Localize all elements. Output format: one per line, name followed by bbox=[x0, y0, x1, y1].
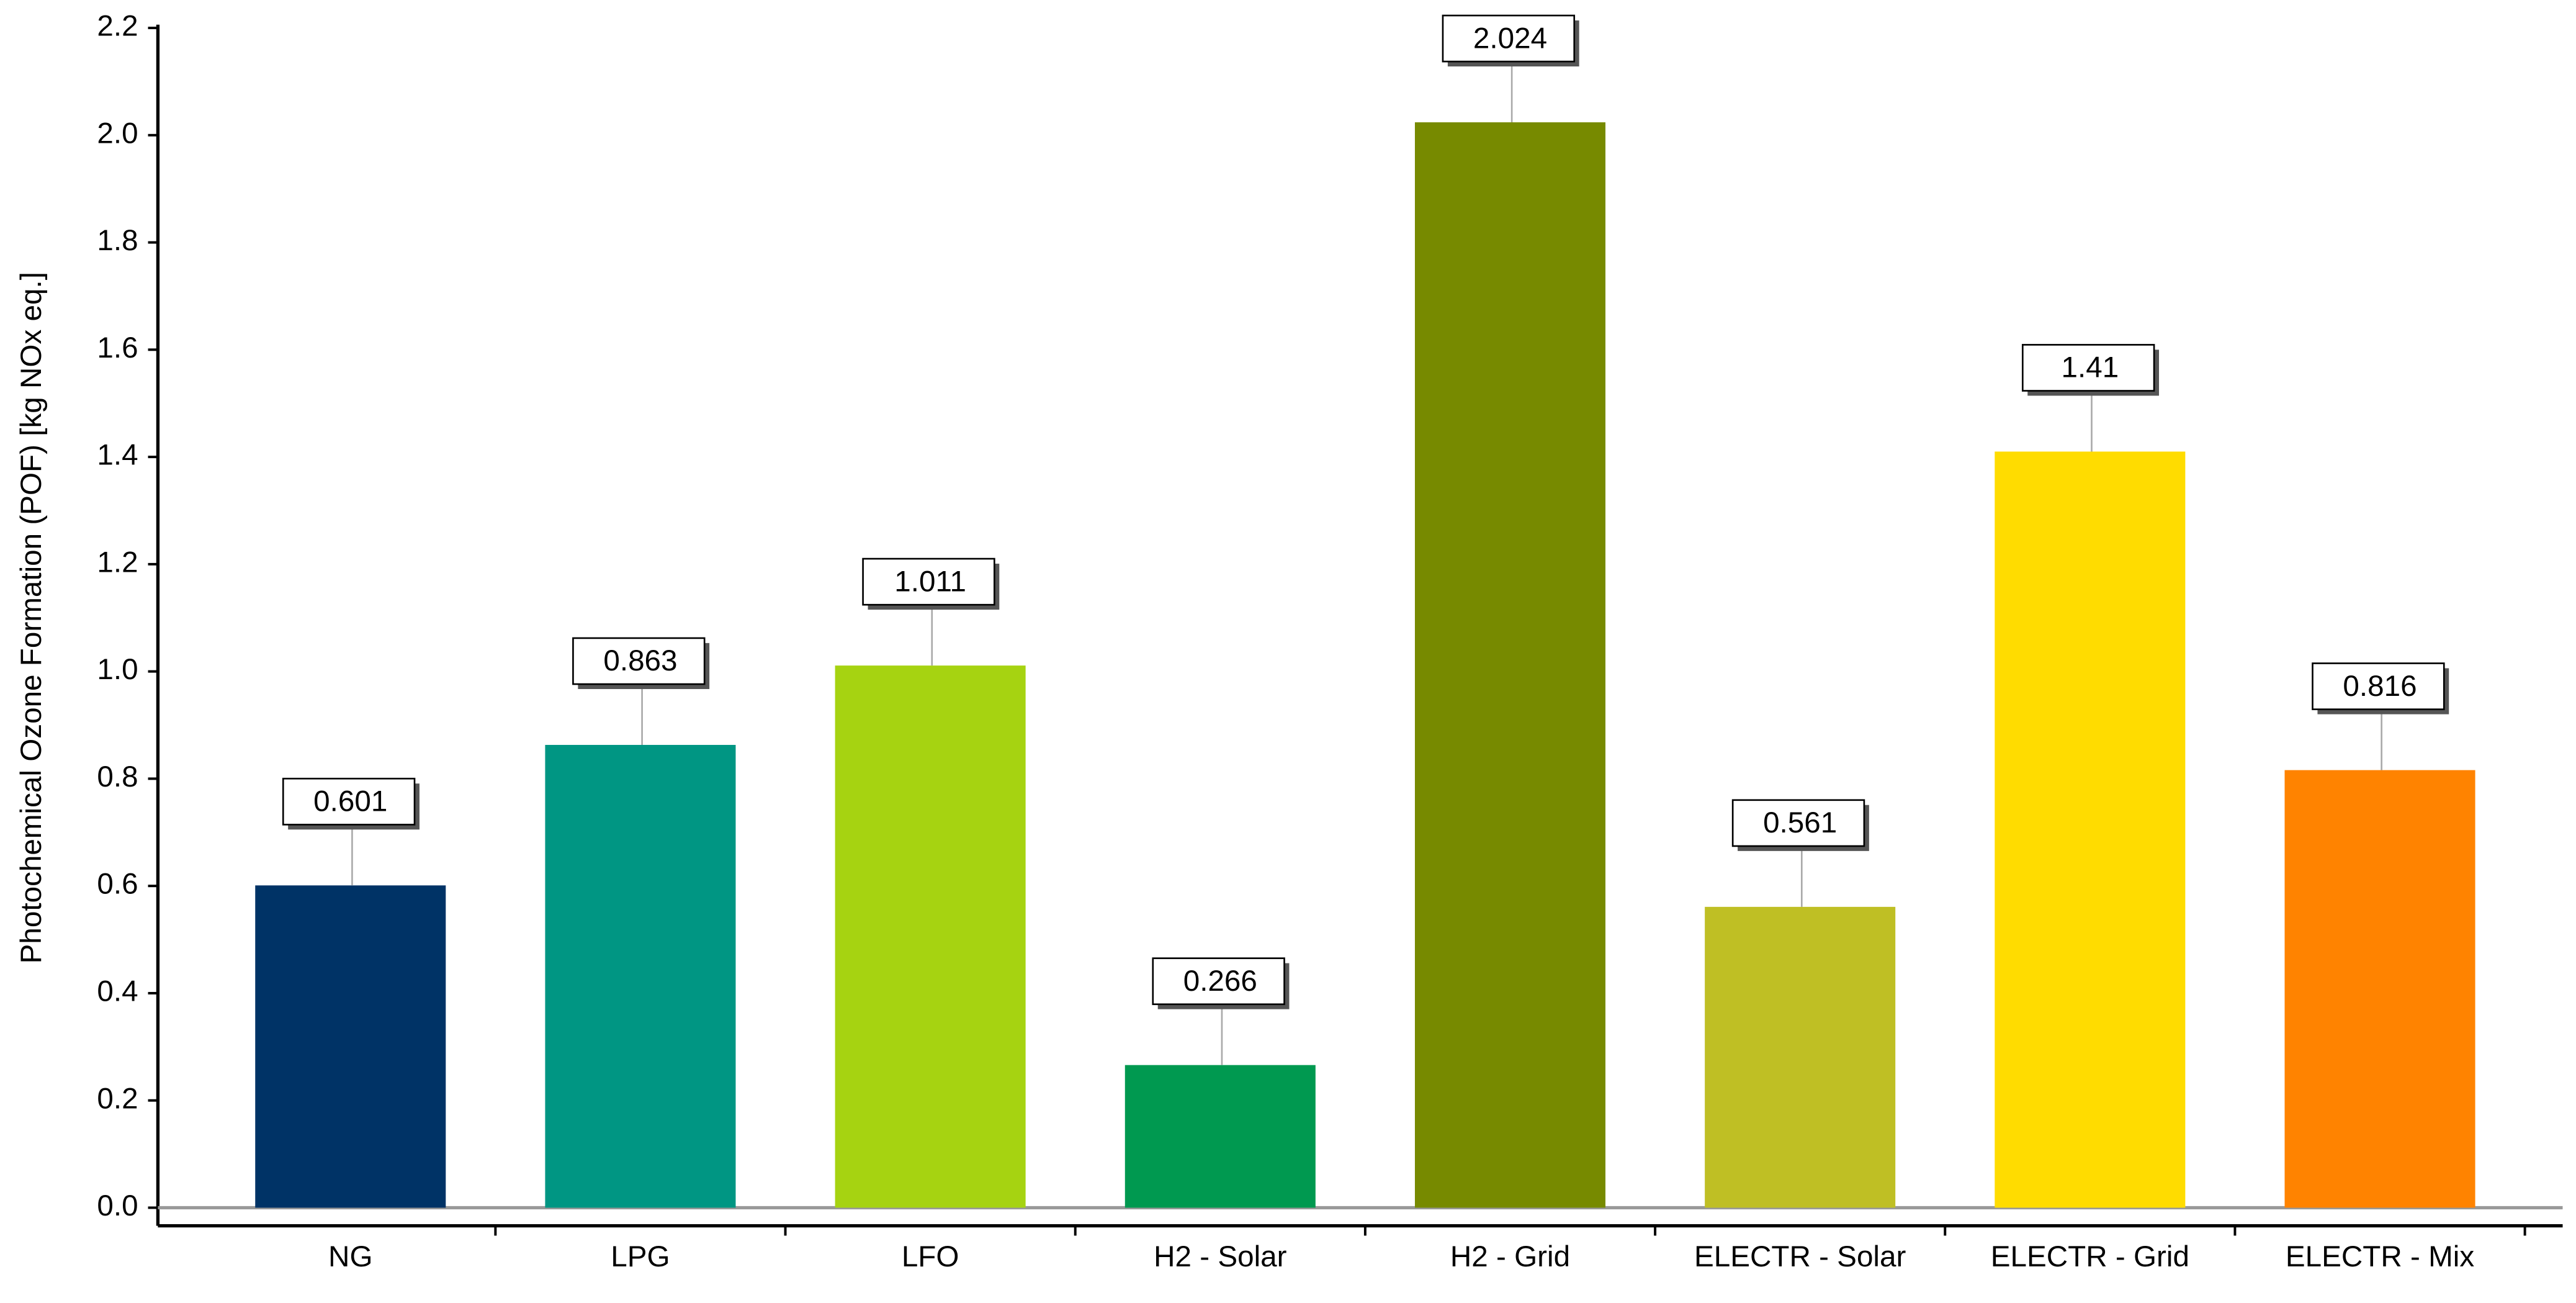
bar bbox=[1705, 906, 1896, 1208]
bar bbox=[1414, 122, 1606, 1208]
x-tick-label: H2 - Solar bbox=[1154, 1240, 1287, 1273]
y-tick-label: 2.2 bbox=[97, 10, 138, 43]
y-tick-label: 1.4 bbox=[97, 439, 138, 472]
y-tick-label: 0.4 bbox=[97, 975, 138, 1008]
x-tick-label: ELECTR - Solar bbox=[1694, 1240, 1906, 1273]
y-tick-label: 0.2 bbox=[97, 1082, 138, 1115]
label-box bbox=[1731, 799, 1865, 847]
bar bbox=[1124, 1065, 1316, 1208]
x-tick-label: LPG bbox=[611, 1240, 670, 1273]
value-label: 0.601 bbox=[313, 785, 387, 818]
y-tick-label: 1.2 bbox=[97, 546, 138, 579]
value-label: 0.816 bbox=[2343, 670, 2417, 703]
x-tick-label: NG bbox=[328, 1240, 372, 1273]
value-label: 0.561 bbox=[1763, 806, 1837, 839]
x-tick-label: H2 - Grid bbox=[1450, 1240, 1570, 1273]
value-label: 1.011 bbox=[894, 565, 966, 598]
label-box bbox=[862, 557, 995, 606]
bar bbox=[545, 744, 736, 1208]
label-box bbox=[1442, 14, 1576, 63]
y-tick-label: 0.6 bbox=[97, 868, 138, 901]
bar bbox=[255, 885, 446, 1208]
x-tick-label: ELECTR - Mix bbox=[2286, 1240, 2474, 1273]
value-label: 1.41 bbox=[2062, 351, 2119, 384]
x-tick-label: ELECTR - Grid bbox=[1991, 1240, 2189, 1273]
y-axis-title: Photochemical Ozone Formation (POF) [kg … bbox=[15, 272, 48, 963]
y-tick-label: 2.0 bbox=[97, 117, 138, 150]
x-tick-label: LFO bbox=[902, 1240, 959, 1273]
value-label: 0.863 bbox=[603, 644, 677, 677]
label-box bbox=[2022, 344, 2155, 392]
label-box bbox=[2312, 662, 2445, 710]
value-label: 2.024 bbox=[1473, 22, 1547, 55]
label-box bbox=[282, 777, 416, 826]
label-box bbox=[1152, 957, 1285, 1006]
label-box bbox=[572, 637, 706, 685]
y-tick-label: 1.8 bbox=[97, 224, 138, 257]
y-tick-label: 1.6 bbox=[97, 331, 138, 364]
y-tick-label: 1.0 bbox=[97, 653, 138, 686]
y-tick-label: 0.0 bbox=[97, 1189, 138, 1222]
bar bbox=[835, 665, 1026, 1208]
bar bbox=[1995, 451, 2186, 1208]
y-tick-label: 0.8 bbox=[97, 760, 138, 793]
bar bbox=[2284, 770, 2475, 1208]
value-label: 0.266 bbox=[1183, 965, 1257, 998]
